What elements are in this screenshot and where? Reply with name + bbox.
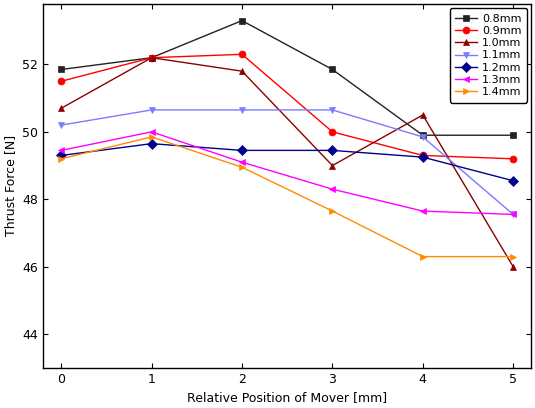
1.0mm [329,163,335,168]
Legend: 0.8mm, 0.9mm, 1.0mm, 1.1mm, 1.2mm, 1.3mm, 1.4mm: 0.8mm, 0.9mm, 1.0mm, 1.1mm, 1.2mm, 1.3mm… [449,8,527,103]
1.3mm [329,187,335,192]
1.2mm [148,141,155,146]
1.2mm [419,155,426,160]
0.9mm [329,129,335,134]
1.4mm [148,135,155,140]
0.8mm [58,67,64,72]
1.4mm [58,156,64,161]
1.4mm [239,165,245,170]
1.1mm [419,135,426,140]
1.0mm [58,106,64,111]
1.1mm [58,123,64,128]
1.0mm [239,69,245,73]
1.2mm [58,153,64,158]
0.9mm [148,55,155,60]
1.3mm [148,129,155,134]
1.4mm [419,254,426,259]
1.4mm [329,208,335,213]
1.2mm [329,148,335,153]
1.2mm [510,178,516,183]
1.0mm [510,264,516,269]
1.1mm [329,107,335,112]
1.0mm [419,113,426,118]
1.3mm [239,160,245,165]
0.9mm [58,79,64,84]
Line: 1.2mm: 1.2mm [58,140,517,184]
1.3mm [58,148,64,153]
0.8mm [148,55,155,60]
Line: 1.0mm: 1.0mm [58,54,517,270]
1.2mm [239,148,245,153]
0.9mm [510,156,516,161]
1.3mm [510,212,516,217]
1.4mm [510,254,516,259]
Y-axis label: Thrust Force [N]: Thrust Force [N] [4,135,17,236]
0.9mm [419,153,426,158]
0.8mm [239,18,245,23]
Line: 0.9mm: 0.9mm [58,51,517,162]
Line: 1.1mm: 1.1mm [58,106,517,218]
1.1mm [148,107,155,112]
X-axis label: Relative Position of Mover [mm]: Relative Position of Mover [mm] [187,391,387,404]
Line: 1.3mm: 1.3mm [58,129,517,218]
0.8mm [510,133,516,137]
Line: 0.8mm: 0.8mm [58,17,517,139]
0.8mm [329,67,335,72]
1.0mm [148,55,155,60]
Line: 1.4mm: 1.4mm [58,133,517,260]
1.1mm [510,212,516,217]
0.8mm [419,133,426,137]
1.1mm [239,107,245,112]
1.3mm [419,208,426,213]
0.9mm [239,52,245,57]
